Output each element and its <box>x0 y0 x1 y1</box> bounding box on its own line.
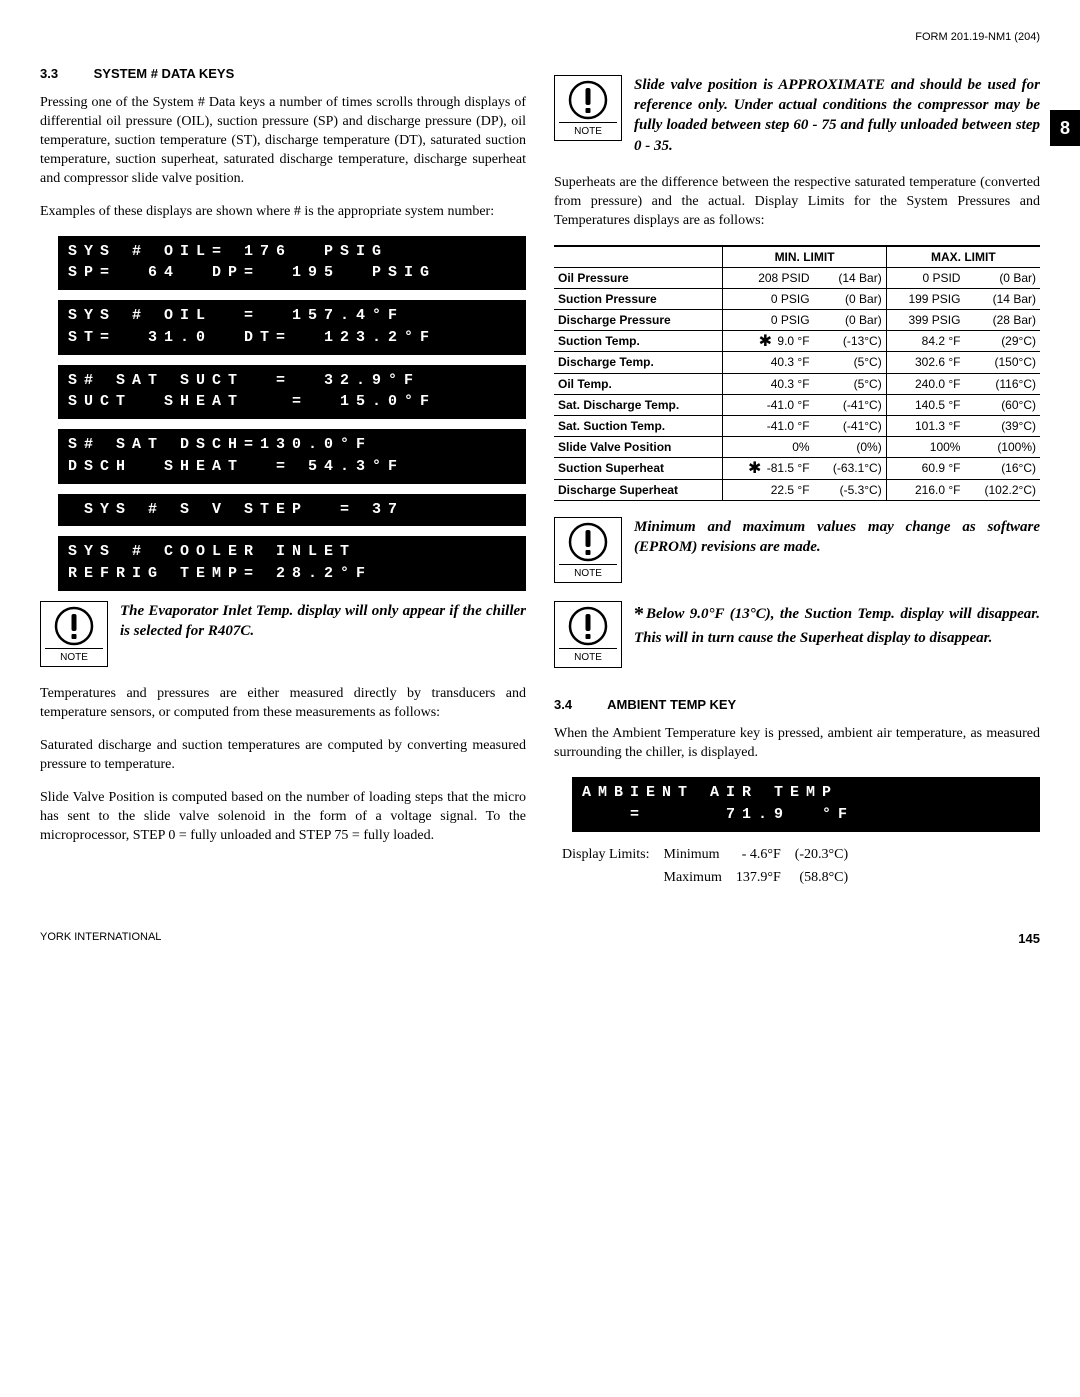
min-c: (-20.3°C) <box>789 844 854 865</box>
lcd-display-4: S# SAT DSCH=130.0°F DSCH SHEAT = 54.3°F <box>58 429 526 484</box>
page-number: 145 <box>1018 930 1040 948</box>
table-row: Suction Pressure0 PSIG(0 Bar)199 PSIG(14… <box>554 288 1040 309</box>
note-label: NOTE <box>559 648 617 665</box>
table-row: Suction Temp.✱ 9.0 °F(-13°C)84.2 °F(29°C… <box>554 331 1040 352</box>
section-num: 3.3 <box>40 65 90 83</box>
lcd-display-6: SYS # COOLER INLET REFRIG TEMP= 28.2°F <box>58 536 526 591</box>
note-label: NOTE <box>45 648 103 665</box>
max-label: Maximum <box>658 867 728 888</box>
right-column: NOTE Slide valve position is APPROXIMATE… <box>554 65 1040 890</box>
table-header-min: MIN. LIMIT <box>723 246 886 268</box>
display-limits-label: Display Limits: <box>556 844 656 865</box>
note-icon: NOTE <box>554 75 622 142</box>
body-text: When the Ambient Temperature key is pres… <box>554 725 1040 763</box>
note-label: NOTE <box>559 564 617 581</box>
left-column: 3.3 SYSTEM # DATA KEYS Pressing one of t… <box>40 65 526 890</box>
note-evaporator: NOTE The Evaporator Inlet Temp. display … <box>40 601 526 668</box>
body-text: Saturated discharge and suction temperat… <box>40 737 526 775</box>
table-header-blank <box>554 246 723 268</box>
ambient-limits: Display Limits: Minimum - 4.6°F (-20.3°C… <box>554 842 856 890</box>
section-3-3-heading: 3.3 SYSTEM # DATA KEYS <box>40 65 526 83</box>
table-row: Sat. Discharge Temp.-41.0 °F(-41°C)140.5… <box>554 394 1040 415</box>
table-header-max: MAX. LIMIT <box>886 246 1040 268</box>
note-text: *Below 9.0°F (13°C), the Suction Temp. d… <box>634 601 1040 648</box>
table-row: Sat. Suction Temp.-41.0 °F(-41°C)101.3 °… <box>554 416 1040 437</box>
note-icon: NOTE <box>40 601 108 668</box>
lcd-display-ambient: AMBIENT AIR TEMP = 71.9 °F <box>572 777 1040 832</box>
section-3-4-heading: 3.4 AMBIENT TEMP KEY <box>554 696 1040 714</box>
note-suction-star: NOTE *Below 9.0°F (13°C), the Suction Te… <box>554 601 1040 668</box>
table-row: Oil Temp.40.3 °F(5°C)240.0 °F(116°C) <box>554 373 1040 394</box>
footer-left: YORK INTERNATIONAL <box>40 930 161 948</box>
table-row: Discharge Pressure0 PSIG(0 Bar)399 PSIG(… <box>554 310 1040 331</box>
note-eprom: NOTE Minimum and maximum values may chan… <box>554 517 1040 584</box>
note-slide-valve: NOTE Slide valve position is APPROXIMATE… <box>554 75 1040 156</box>
note-label: NOTE <box>559 122 617 139</box>
table-row: Slide Valve Position0%(0%)100%(100%) <box>554 437 1040 458</box>
table-row: Suction Superheat✱ -81.5 °F(-63.1°C)60.9… <box>554 458 1040 479</box>
page-footer: YORK INTERNATIONAL 145 <box>40 930 1040 948</box>
note-icon: NOTE <box>554 517 622 584</box>
note-text: Slide valve position is APPROXIMATE and … <box>634 75 1040 156</box>
section-num: 3.4 <box>554 696 604 714</box>
table-row: Discharge Temp.40.3 °F(5°C)302.6 °F(150°… <box>554 352 1040 373</box>
form-header: FORM 201.19-NM1 (204) <box>40 30 1040 45</box>
min-f: - 4.6°F <box>730 844 787 865</box>
note-icon: NOTE <box>554 601 622 668</box>
table-row: Discharge Superheat22.5 °F(-5.3°C)216.0 … <box>554 479 1040 500</box>
lcd-display-2: SYS # OIL = 157.4°F ST= 31.0 DT= 123.2°F <box>58 300 526 355</box>
body-text: Temperatures and pressures are either me… <box>40 685 526 723</box>
max-c: (58.8°C) <box>789 867 854 888</box>
body-text: Slide Valve Position is computed based o… <box>40 789 526 846</box>
section-title: AMBIENT TEMP KEY <box>607 697 736 712</box>
min-label: Minimum <box>658 844 728 865</box>
lcd-display-3: S# SAT SUCT = 32.9°F SUCT SHEAT = 15.0°F <box>58 365 526 420</box>
body-text: Pressing one of the System # Data keys a… <box>40 94 526 188</box>
lcd-display-1: SYS # OIL= 176 PSIG SP= 64 DP= 195 PSIG <box>58 236 526 291</box>
lcd-display-5: SYS # S V STEP = 37 <box>58 494 526 527</box>
body-text: Examples of these displays are shown whe… <box>40 203 526 222</box>
max-f: 137.9°F <box>730 867 787 888</box>
section-title: SYSTEM # DATA KEYS <box>94 66 235 81</box>
limits-table: MIN. LIMIT MAX. LIMIT Oil Pressure208 PS… <box>554 245 1040 501</box>
note-text: Minimum and maximum values may change as… <box>634 517 1040 558</box>
note-text: The Evaporator Inlet Temp. display will … <box>120 601 526 642</box>
table-row: Oil Pressure208 PSID(14 Bar)0 PSID(0 Bar… <box>554 267 1040 288</box>
body-text: Superheats are the difference between th… <box>554 174 1040 231</box>
asterisk-icon: * <box>634 603 644 625</box>
page-tab: 8 <box>1050 110 1080 146</box>
